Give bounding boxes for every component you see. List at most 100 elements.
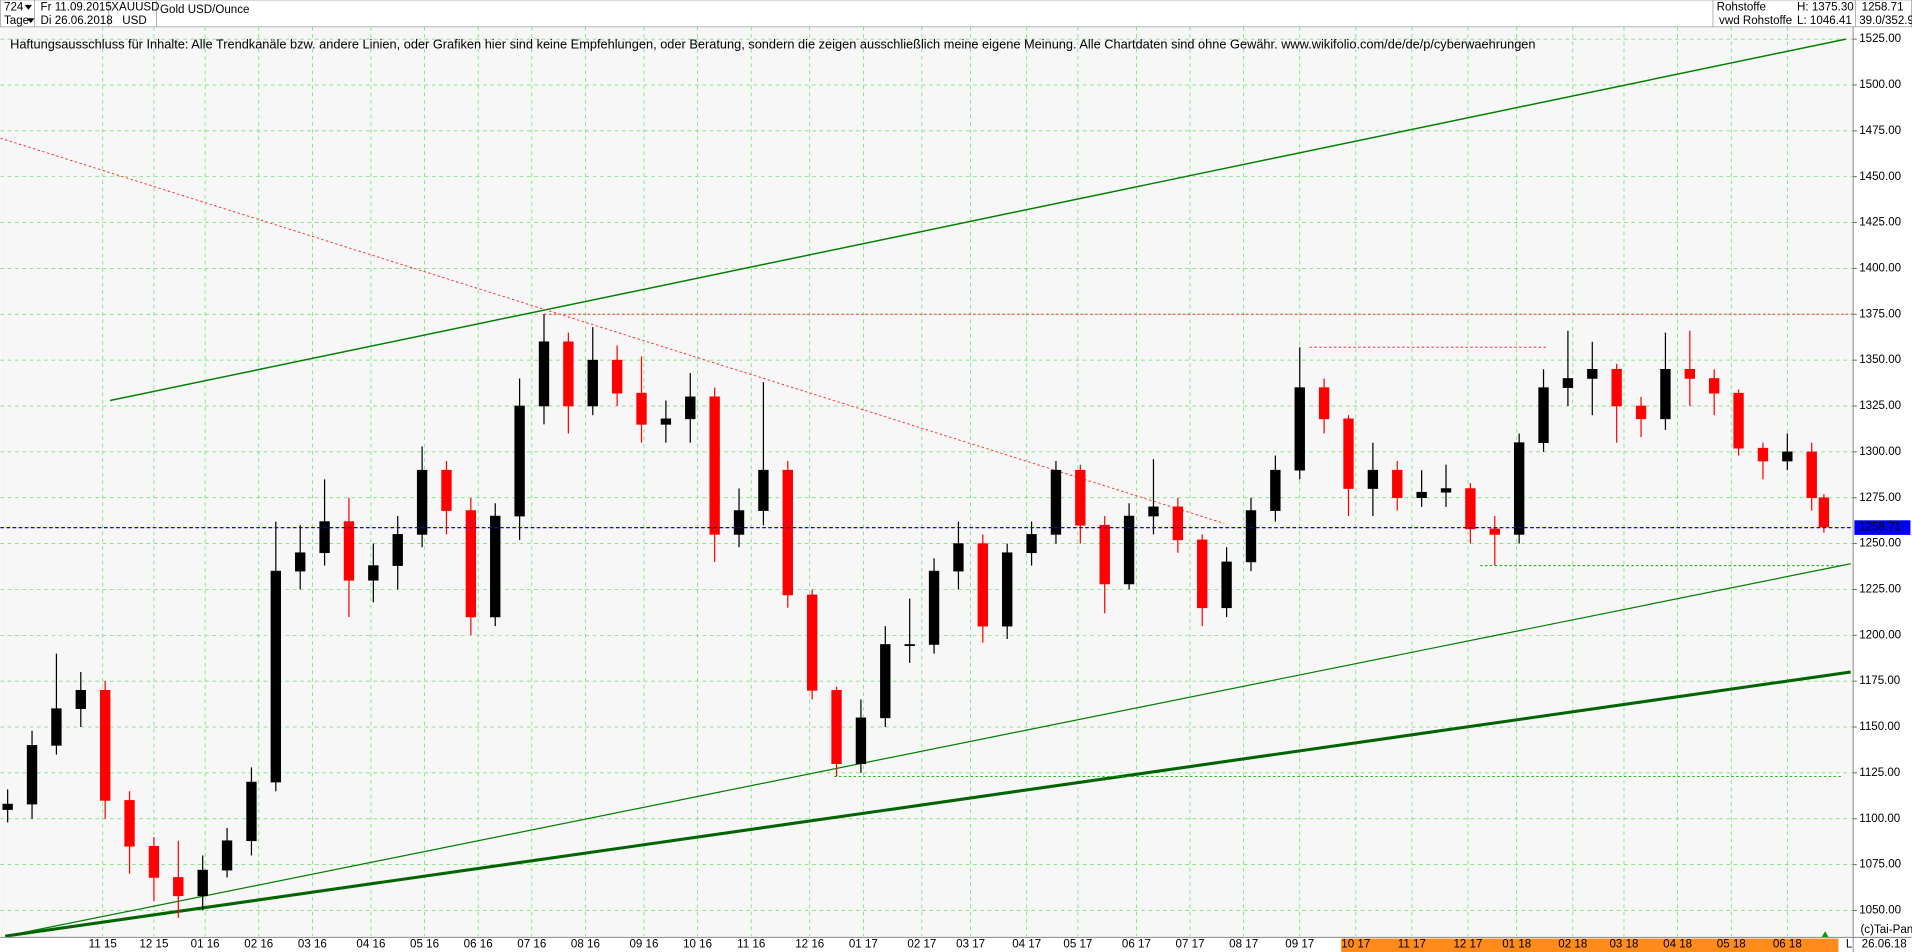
candle-body [660, 418, 672, 425]
x-tick-label: 12 15 [139, 939, 168, 951]
x-tick-label: 11 17 [1398, 939, 1426, 951]
y-tick-label: 1250.00 [1859, 538, 1901, 550]
candle-body [1806, 451, 1817, 499]
y-tick-label: 1275.00 [1859, 492, 1901, 504]
unit-label[interactable]: Tage [4, 15, 29, 27]
plot [0, 26, 1854, 938]
y-tick-label: 1200.00 [1859, 629, 1901, 641]
from-date: Fr 11.09.2015 [41, 1, 112, 13]
candle-body [319, 521, 330, 554]
last: 1258.71 [1862, 1, 1904, 13]
group: Rohstoffe [1717, 1, 1766, 13]
candle-body [587, 359, 598, 407]
y-tick-label: 1525.00 [1859, 33, 1901, 45]
candle-body [1635, 405, 1647, 420]
y-tick-label: 1425.00 [1859, 217, 1901, 229]
candle-body [441, 469, 452, 511]
x-tick-label: 12 16 [795, 939, 824, 951]
trendline [5, 563, 1851, 937]
candle-body [855, 717, 867, 765]
candle-body [806, 594, 818, 691]
candle-body [490, 515, 501, 618]
disclaimer: Haftungsausschluss für Inhalte: Alle Tre… [10, 36, 1535, 51]
candle-body [148, 845, 160, 878]
candle-body [1148, 506, 1159, 517]
candle-body [1733, 392, 1744, 449]
candle-body [197, 869, 208, 897]
candle-body [563, 341, 574, 407]
y-tick-label: 1325.00 [1859, 400, 1901, 412]
candle-body [538, 341, 550, 407]
candle-body [1294, 387, 1305, 471]
candle-body [1757, 447, 1769, 462]
candle-body [1050, 469, 1062, 535]
candle-body [343, 521, 355, 581]
candle-body [1002, 552, 1013, 627]
axes: 1050.00 1075.00 1100.00 1125.00 1150.00 1175.… [89, 33, 1911, 951]
x-tick-label: 01 17 [849, 939, 878, 951]
header-bar [0, 0, 1912, 28]
period[interactable]: 724 [4, 1, 24, 13]
trendline [0, 137, 1225, 524]
candle-body [1197, 539, 1208, 609]
price-axis-area [1853, 26, 1912, 938]
high: H: 1375.30 [1797, 1, 1854, 13]
candle-body [51, 708, 62, 746]
candle-body [465, 510, 477, 618]
candle-body [1684, 369, 1695, 379]
candle-body [1318, 387, 1330, 420]
dropdown-arrow[interactable] [24, 4, 33, 10]
candle-body [1611, 369, 1622, 407]
candle-body [1099, 524, 1110, 585]
candle-body [75, 690, 86, 709]
candle-body [26, 745, 38, 805]
candle-body [1221, 561, 1232, 609]
x-tick-label: 02 16 [244, 939, 273, 951]
last-price-box [1854, 520, 1911, 535]
candle-body [1367, 469, 1379, 489]
candle-body [782, 469, 793, 596]
candle-body [880, 644, 891, 719]
candle-body [1172, 506, 1184, 541]
y-tick-label: 1100.00 [1859, 813, 1900, 825]
candle-body [758, 469, 769, 511]
candle-body [636, 392, 647, 425]
copyright: (c)Tai-Pan [1860, 924, 1912, 936]
end-date: 26.06.18 [1862, 939, 1907, 951]
x-tick-label: 09 16 [629, 939, 658, 951]
x-tick-label: 03 16 [298, 939, 327, 951]
to-date: Di 26.06.2018 [41, 15, 113, 27]
candle-body [1513, 442, 1525, 535]
candle-body [733, 510, 745, 535]
scale-mode: L [1846, 939, 1853, 951]
y-tick-label: 1225.00 [1859, 584, 1901, 596]
y-tick-label: 1350.00 [1859, 354, 1901, 366]
x-tick-label: 01 16 [191, 939, 220, 951]
x-tick-label: 04 16 [356, 939, 385, 951]
candle-body [514, 405, 525, 517]
candle-body [2, 803, 13, 810]
x-tick-label: 03 18 [1609, 939, 1638, 951]
y-tick-label: 1500.00 [1859, 79, 1901, 91]
candle-body [709, 396, 720, 535]
x-tick-label: 02 18 [1558, 939, 1587, 951]
candle-body [1709, 378, 1720, 394]
source: vwd Rohstoffe [1719, 15, 1792, 27]
symbol: XAUUSD [111, 1, 159, 13]
x-tick-label: 06 17 [1122, 939, 1151, 951]
x-tick-label: 04 17 [1012, 939, 1041, 951]
candle-body [173, 877, 184, 897]
candle-body [1440, 488, 1452, 493]
dropdown-arrow[interactable] [27, 18, 35, 24]
x-tick-label: 10 17 [1341, 939, 1370, 951]
candle-body [99, 690, 111, 801]
x-tick-label: 10 16 [683, 939, 712, 951]
trendline [109, 38, 1846, 402]
candle-body [953, 543, 964, 572]
candle-body [1489, 528, 1500, 535]
candle-body [1465, 488, 1476, 530]
candle-body [1782, 451, 1793, 462]
